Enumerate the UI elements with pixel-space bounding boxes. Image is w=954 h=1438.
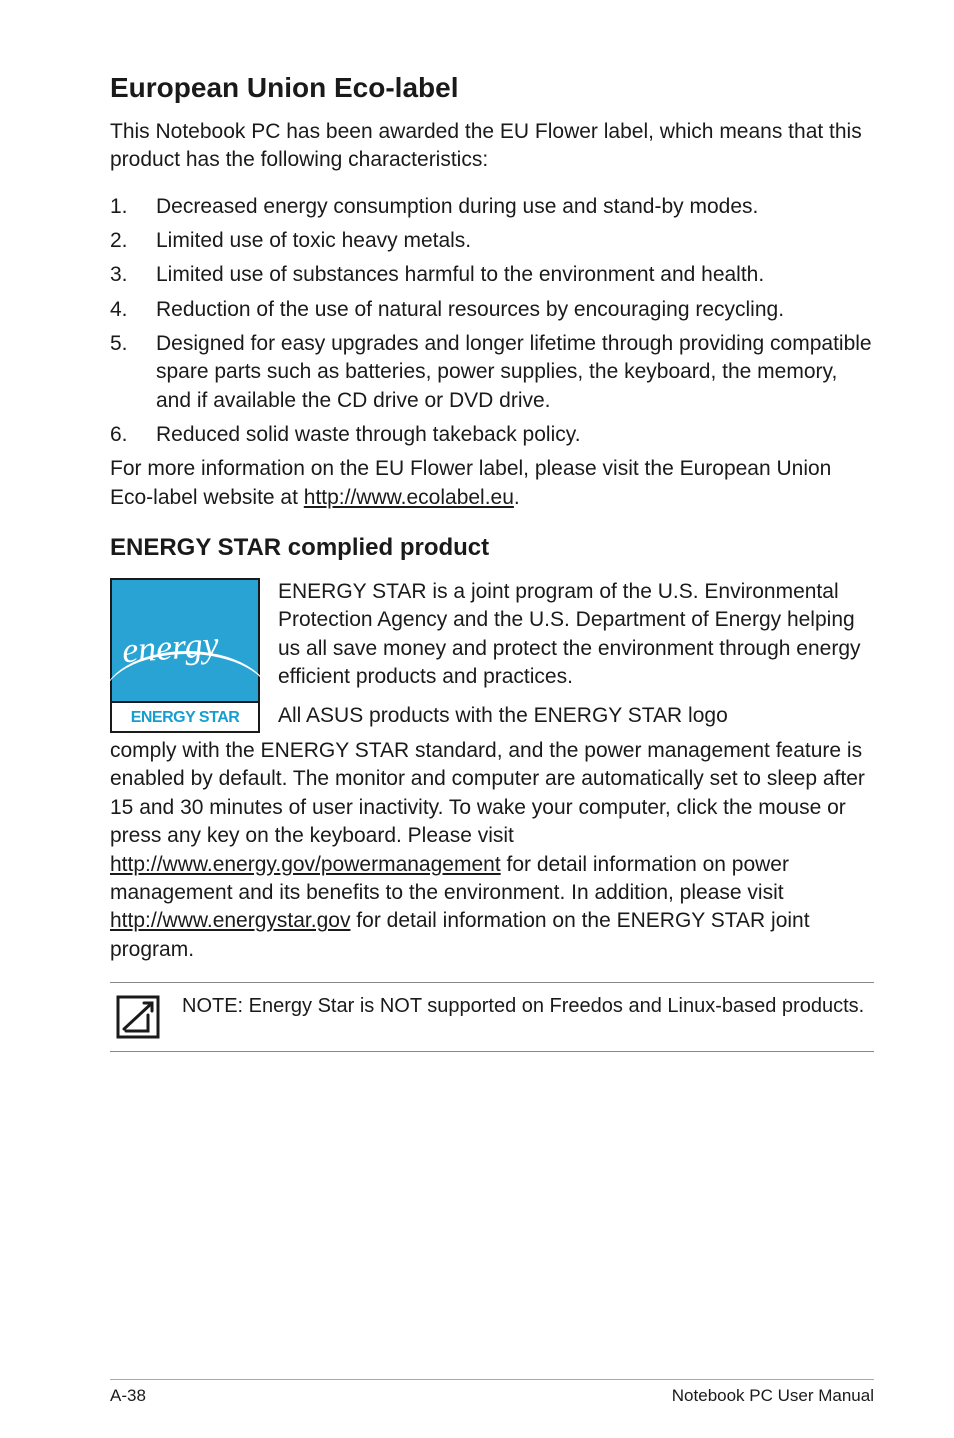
feature-list: 1. Decreased energy consumption during u… xyxy=(110,193,874,450)
note-text: NOTE: Energy Star is NOT supported on Fr… xyxy=(182,993,874,1019)
section-heading: European Union Eco-label xyxy=(110,72,874,104)
list-number: 3. xyxy=(110,261,156,289)
list-text: Designed for easy upgrades and longer li… xyxy=(156,330,874,415)
energy-paragraph-2-body: comply with the ENERGY STAR standard, an… xyxy=(110,737,874,964)
energy-star-block: energy ENERGY STAR ENERGY STAR is a join… xyxy=(110,578,874,733)
page-footer: A-38 Notebook PC User Manual xyxy=(110,1379,874,1406)
energy-link-2[interactable]: http://www.energystar.gov xyxy=(110,909,350,932)
list-text: Reduced solid waste through takeback pol… xyxy=(156,421,874,449)
ecolabel-link[interactable]: http://www.ecolabel.eu xyxy=(304,486,514,509)
list-item: 2. Limited use of toxic heavy metals. xyxy=(110,227,874,255)
list-number: 2. xyxy=(110,227,156,255)
manual-title: Notebook PC User Manual xyxy=(672,1386,874,1406)
list-number: 5. xyxy=(110,330,156,415)
list-number: 1. xyxy=(110,193,156,221)
list-item: 1. Decreased energy consumption during u… xyxy=(110,193,874,221)
energy-paragraph-2-lead: All ASUS products with the ENERGY STAR l… xyxy=(278,702,874,730)
energy-bar-text: ENERGY STAR xyxy=(112,701,258,731)
list-text: Limited use of toxic heavy metals. xyxy=(156,227,874,255)
list-item: 4. Reduction of the use of natural resou… xyxy=(110,296,874,324)
note-block: NOTE: Energy Star is NOT supported on Fr… xyxy=(110,982,874,1052)
energy-star-heading: ENERGY STAR complied product xyxy=(110,534,874,562)
energy-body-1: comply with the ENERGY STAR standard, an… xyxy=(110,739,865,847)
page-number: A-38 xyxy=(110,1386,146,1406)
outro-suffix: . xyxy=(514,486,520,509)
list-text: Decreased energy consumption during use … xyxy=(156,193,874,221)
note-icon xyxy=(114,993,162,1041)
list-item: 5. Designed for easy upgrades and longer… xyxy=(110,330,874,415)
list-item: 3. Limited use of substances harmful to … xyxy=(110,261,874,289)
list-number: 4. xyxy=(110,296,156,324)
energy-paragraph-1: ENERGY STAR is a joint program of the U.… xyxy=(278,578,874,691)
outro-paragraph: For more information on the EU Flower la… xyxy=(110,455,874,512)
energy-star-logo: energy ENERGY STAR xyxy=(110,578,260,733)
energy-link-1[interactable]: http://www.energy.gov/powermanagement xyxy=(110,853,501,876)
energy-text-wrap: ENERGY STAR is a joint program of the U.… xyxy=(278,578,874,730)
list-text: Limited use of substances harmful to the… xyxy=(156,261,874,289)
list-text: Reduction of the use of natural resource… xyxy=(156,296,874,324)
intro-paragraph: This Notebook PC has been awarded the EU… xyxy=(110,118,874,175)
list-item: 6. Reduced solid waste through takeback … xyxy=(110,421,874,449)
list-number: 6. xyxy=(110,421,156,449)
